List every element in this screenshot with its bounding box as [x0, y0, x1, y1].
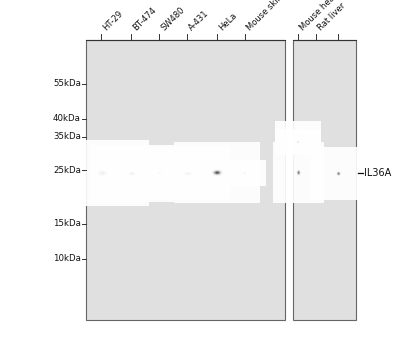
Text: Mouse skin: Mouse skin — [245, 0, 284, 32]
Text: 25kDa: 25kDa — [53, 166, 81, 175]
Text: IL36A: IL36A — [364, 168, 391, 178]
Text: Rat liver: Rat liver — [316, 1, 348, 32]
Text: BT-474: BT-474 — [131, 5, 158, 32]
Text: 10kDa: 10kDa — [53, 254, 81, 263]
Bar — [293, 40, 356, 320]
Text: SW480: SW480 — [159, 5, 186, 32]
Text: 55kDa: 55kDa — [53, 79, 81, 88]
Text: A-431: A-431 — [187, 8, 211, 32]
Text: Mouse heart: Mouse heart — [298, 0, 341, 32]
Text: HeLa: HeLa — [217, 11, 238, 32]
Text: 35kDa: 35kDa — [53, 132, 81, 141]
Text: 40kDa: 40kDa — [53, 114, 81, 123]
Bar — [86, 40, 285, 320]
Text: HT-29: HT-29 — [101, 9, 125, 32]
Text: 15kDa: 15kDa — [53, 219, 81, 228]
